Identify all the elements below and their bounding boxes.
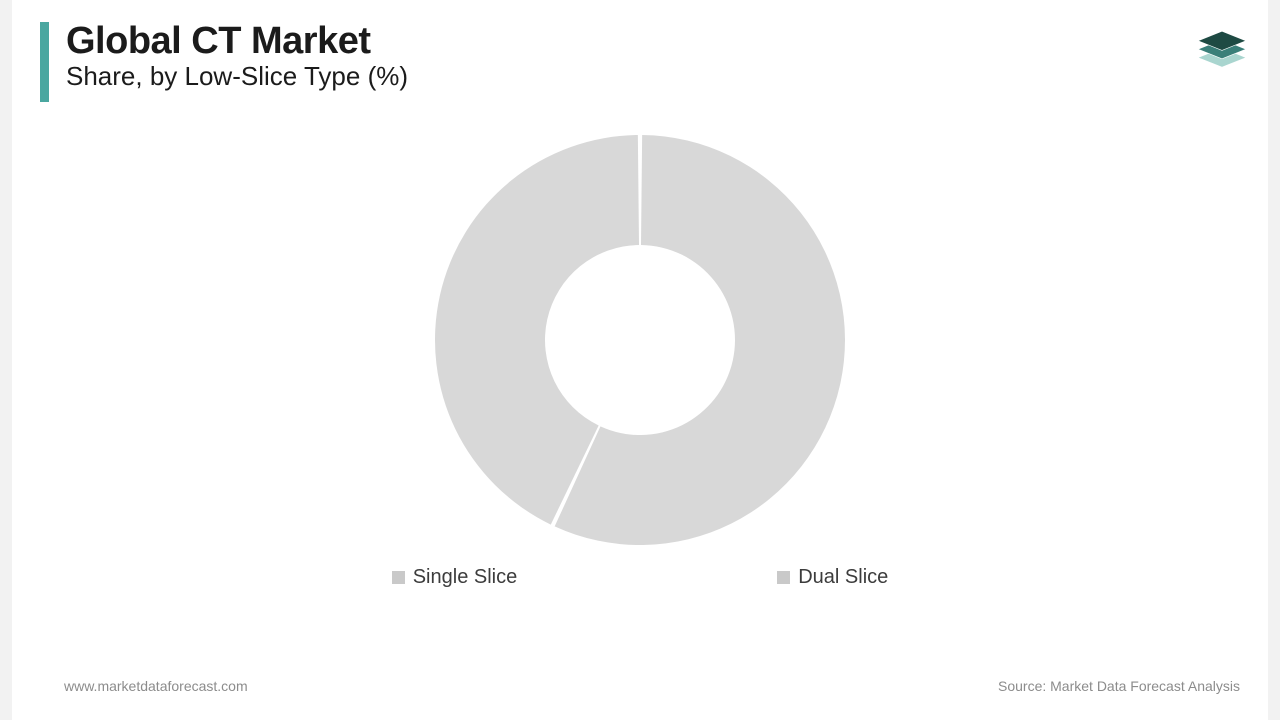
page-title: Global CT Market — [66, 20, 408, 63]
page-root: Global CT Market Share, by Low-Slice Typ… — [0, 0, 1280, 720]
legend-label: Single Slice — [413, 566, 518, 589]
donut-svg — [420, 130, 860, 550]
legend-swatch — [777, 571, 790, 584]
page-subtitle: Share, by Low-Slice Type (%) — [66, 61, 408, 92]
title-block: Global CT Market Share, by Low-Slice Typ… — [66, 20, 408, 92]
legend-item: Dual Slice — [777, 566, 888, 589]
stacked-layers-icon — [1192, 18, 1252, 78]
legend-label: Dual Slice — [798, 566, 888, 589]
footer-url: www.marketdataforecast.com — [64, 678, 248, 694]
chart-legend: Single Slice Dual Slice — [392, 566, 889, 589]
donut-chart: Single Slice Dual Slice — [0, 130, 1280, 610]
title-accent-bar — [40, 22, 49, 102]
brand-logo — [1192, 18, 1252, 78]
legend-swatch — [392, 571, 405, 584]
footer-source: Source: Market Data Forecast Analysis — [998, 678, 1240, 694]
legend-item: Single Slice — [392, 566, 518, 589]
